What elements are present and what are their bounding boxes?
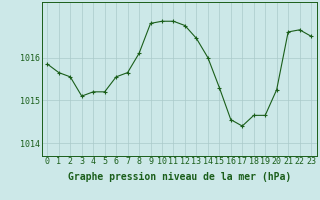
X-axis label: Graphe pression niveau de la mer (hPa): Graphe pression niveau de la mer (hPa) — [68, 172, 291, 182]
